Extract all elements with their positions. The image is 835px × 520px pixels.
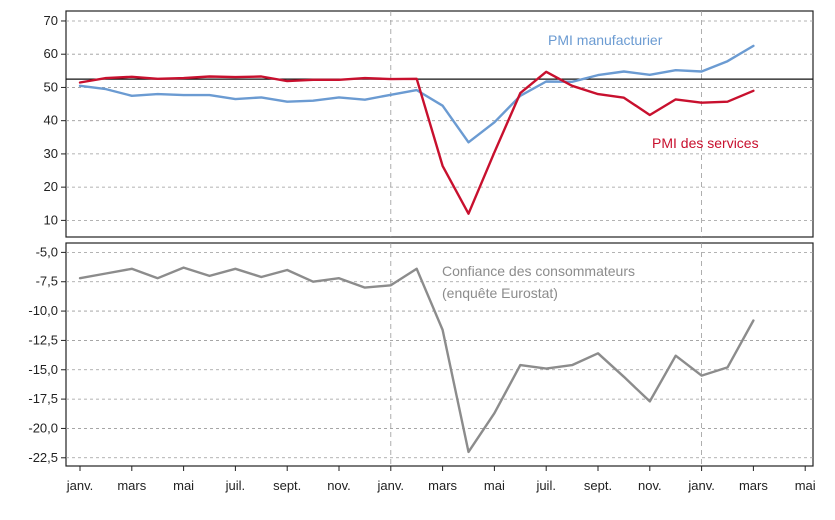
y-tick-label: -7,5 — [36, 274, 58, 289]
series-line-confiance-des-consommateurs — [78, 266, 755, 454]
x-tick-label: mars — [739, 478, 768, 493]
series-line-pmi-manufacturier — [78, 44, 755, 144]
y-tick-label: 60 — [44, 46, 58, 61]
panel-pmi: 10 20 30 40 50 60 70 PMI manufacturier PMI des s… — [44, 10, 814, 238]
x-tick-label: mai — [484, 478, 505, 493]
panel-consumer-confidence: -5,0 -7,5 -10,0 -12,5 -15,0 -17,5 -20,0 -22,5 Co… — [28, 242, 814, 467]
series-label-confiance-line2: (enquête Eurostat) — [442, 285, 558, 301]
panel-frame — [65, 10, 814, 238]
y-tick-label: -5,0 — [36, 244, 58, 259]
x-tick-label: mai — [173, 478, 194, 493]
x-tick-label: janv. — [66, 478, 94, 493]
y-tick-label: 50 — [44, 79, 58, 94]
y-tick-label: -10,0 — [28, 303, 58, 318]
x-tick-label: mars — [117, 478, 146, 493]
x-tick-label: mars — [428, 478, 457, 493]
x-tick-label: sept. — [584, 478, 612, 493]
y-tick-label: 30 — [44, 146, 58, 161]
x-tick-label: janv. — [377, 478, 405, 493]
panel-frame — [65, 242, 814, 467]
y-tick-label: -15,0 — [28, 362, 58, 377]
series-label-pmi-des-services: PMI des services — [652, 135, 759, 151]
y-tick-label: 40 — [44, 113, 58, 128]
y-tick-label: -12,5 — [28, 332, 58, 347]
series-label-confiance: Confiance des consommateurs — [442, 263, 635, 279]
x-tick-label: juil. — [225, 478, 246, 493]
series-label-pmi-manufacturier: PMI manufacturier — [548, 32, 663, 48]
x-axis: janv. mars mai juil. sept. nov. janv. mars mai ju… — [66, 466, 816, 493]
y-tick-label: -17,5 — [28, 391, 58, 406]
y-tick-label: -22,5 — [28, 450, 58, 465]
y-tick-label: -20,0 — [28, 420, 58, 435]
x-tick-label: juil. — [535, 478, 556, 493]
x-tick-label: janv. — [687, 478, 715, 493]
y-tick-label: 20 — [44, 179, 58, 194]
y-tick-label: 70 — [44, 13, 58, 28]
x-tick-label: sept. — [273, 478, 301, 493]
x-tick-label: mai — [795, 478, 816, 493]
x-tick-label: nov. — [638, 478, 662, 493]
series-line-pmi-des-services — [78, 70, 755, 215]
y-tick-label: 10 — [44, 212, 58, 227]
x-tick-label: nov. — [327, 478, 351, 493]
